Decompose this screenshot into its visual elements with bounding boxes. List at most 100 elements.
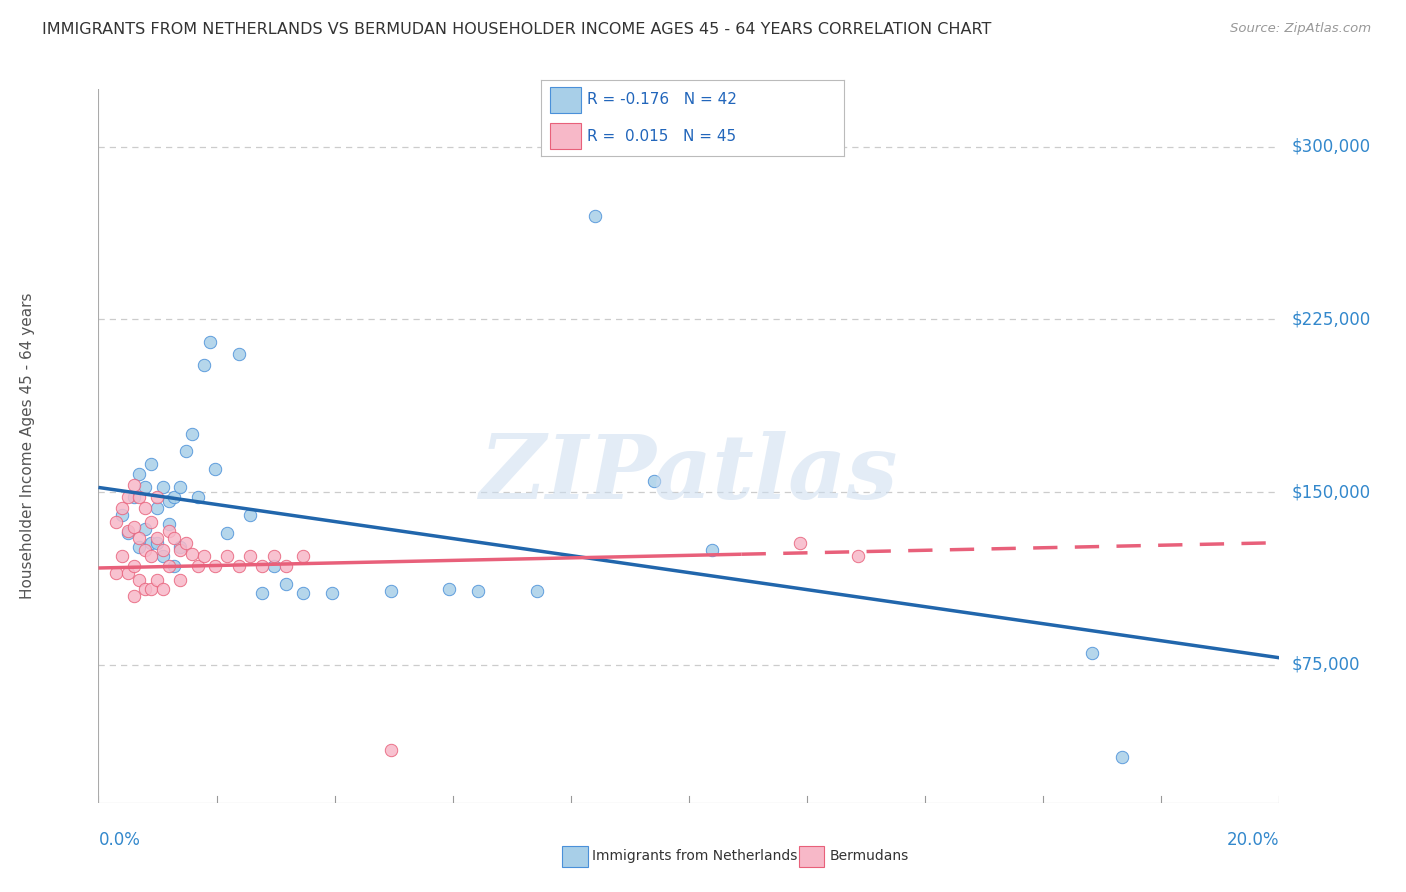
Point: [204, 462, 226, 476]
Point: [702, 542, 724, 557]
Point: [128, 573, 150, 587]
Point: [146, 490, 169, 504]
Point: [263, 549, 285, 564]
Point: [163, 490, 186, 504]
Point: [321, 586, 343, 600]
Point: [789, 535, 811, 549]
Point: [1081, 646, 1104, 660]
Point: [215, 549, 238, 564]
Point: [146, 535, 169, 549]
Text: R =  0.015   N = 45: R = 0.015 N = 45: [586, 128, 735, 144]
Point: [198, 335, 221, 350]
Point: [134, 542, 156, 557]
Point: [157, 524, 180, 538]
Point: [380, 584, 402, 599]
Point: [139, 535, 162, 549]
FancyBboxPatch shape: [550, 87, 581, 113]
Point: [128, 541, 150, 555]
Point: [174, 443, 197, 458]
Point: [583, 209, 606, 223]
Point: [193, 549, 215, 564]
Point: [139, 458, 162, 472]
Point: [134, 501, 156, 516]
Point: [215, 526, 238, 541]
Text: R = -0.176   N = 42: R = -0.176 N = 42: [586, 93, 737, 108]
Text: Bermudans: Bermudans: [830, 849, 908, 863]
Point: [228, 558, 250, 573]
Point: [193, 359, 215, 373]
Point: [134, 522, 156, 536]
FancyBboxPatch shape: [550, 123, 581, 149]
Point: [117, 490, 139, 504]
Point: [250, 586, 273, 600]
Point: [134, 480, 156, 494]
Text: $300,000: $300,000: [1291, 137, 1371, 156]
Point: [848, 549, 870, 564]
Text: 0.0%: 0.0%: [98, 831, 141, 849]
Point: [146, 501, 169, 516]
Text: ZIPatlas: ZIPatlas: [481, 432, 897, 517]
Text: $225,000: $225,000: [1291, 310, 1371, 328]
Point: [111, 508, 134, 522]
Point: [292, 549, 315, 564]
Point: [239, 549, 262, 564]
Text: Householder Income Ages 45 - 64 years: Householder Income Ages 45 - 64 years: [20, 293, 35, 599]
Point: [152, 582, 174, 596]
Point: [139, 515, 162, 529]
Point: [122, 558, 145, 573]
Point: [169, 542, 191, 557]
Point: [187, 558, 209, 573]
Point: [380, 743, 402, 757]
Point: [146, 531, 169, 545]
Point: [128, 490, 150, 504]
Point: [169, 573, 191, 587]
Point: [239, 508, 262, 522]
Point: [139, 549, 162, 564]
Point: [104, 515, 127, 529]
Point: [467, 584, 489, 599]
Point: [122, 478, 145, 492]
Point: [181, 547, 204, 561]
Point: [187, 490, 209, 504]
Point: [274, 577, 297, 591]
Point: [152, 480, 174, 494]
Point: [128, 531, 150, 545]
Point: [122, 490, 145, 504]
Point: [292, 586, 315, 600]
Point: [263, 558, 285, 573]
Point: [439, 582, 461, 596]
Point: [643, 474, 665, 488]
Point: [157, 517, 180, 532]
Point: [204, 558, 226, 573]
Text: $75,000: $75,000: [1291, 656, 1360, 673]
Text: Source: ZipAtlas.com: Source: ZipAtlas.com: [1230, 22, 1371, 36]
Point: [163, 531, 186, 545]
Point: [146, 573, 169, 587]
Point: [174, 535, 197, 549]
Point: [157, 558, 180, 573]
Text: 20.0%: 20.0%: [1227, 831, 1279, 849]
Text: Immigrants from Netherlands: Immigrants from Netherlands: [592, 849, 797, 863]
Point: [122, 589, 145, 603]
Point: [169, 480, 191, 494]
Text: $150,000: $150,000: [1291, 483, 1371, 501]
Point: [111, 501, 134, 516]
Point: [117, 566, 139, 580]
Point: [163, 558, 186, 573]
Point: [104, 566, 127, 580]
Point: [169, 541, 191, 555]
Point: [128, 467, 150, 481]
Point: [152, 549, 174, 564]
Point: [152, 542, 174, 557]
Point: [134, 582, 156, 596]
Point: [228, 347, 250, 361]
Point: [1111, 749, 1133, 764]
Point: [250, 558, 273, 573]
Point: [111, 549, 134, 564]
Point: [117, 524, 139, 538]
Point: [274, 558, 297, 573]
Point: [526, 584, 548, 599]
Text: IMMIGRANTS FROM NETHERLANDS VS BERMUDAN HOUSEHOLDER INCOME AGES 45 - 64 YEARS CO: IMMIGRANTS FROM NETHERLANDS VS BERMUDAN …: [42, 22, 991, 37]
Point: [122, 519, 145, 533]
Point: [157, 494, 180, 508]
